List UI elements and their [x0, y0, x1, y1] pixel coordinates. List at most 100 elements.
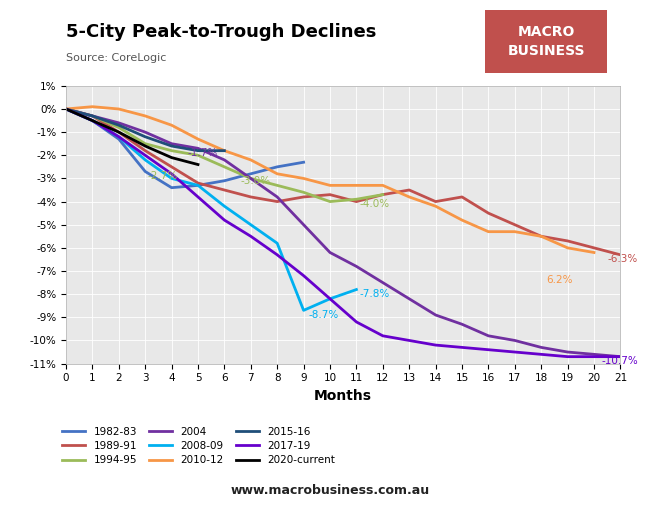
2004 [168, 141, 176, 147]
Text: Source: CoreLogic: Source: CoreLogic [66, 53, 166, 63]
2017-19 [432, 342, 440, 348]
2004 [616, 354, 624, 360]
1989-91 [484, 210, 492, 216]
2010-12 [300, 175, 308, 181]
1994-95 [300, 189, 308, 195]
2008-09 [273, 240, 281, 246]
2017-19 [405, 337, 413, 343]
Line: 2017-19: 2017-19 [66, 109, 620, 357]
Text: 6.2%: 6.2% [546, 275, 573, 285]
Text: -4.0%: -4.0% [359, 199, 389, 209]
2008-09 [141, 157, 149, 163]
1989-91 [273, 198, 281, 205]
2015-16 [168, 143, 176, 149]
1982-83 [300, 159, 308, 165]
1994-95 [220, 164, 228, 170]
2010-12 [590, 249, 598, 256]
2010-12 [194, 136, 202, 142]
2017-19 [62, 106, 70, 112]
1994-95 [194, 152, 202, 158]
2017-19 [220, 217, 228, 223]
1994-95 [115, 124, 123, 130]
Line: 2004: 2004 [66, 109, 620, 357]
2017-19 [458, 344, 466, 350]
2017-19 [141, 152, 149, 158]
1989-91 [432, 198, 440, 205]
1982-83 [88, 118, 96, 124]
2017-19 [352, 319, 360, 325]
2010-12 [537, 233, 545, 239]
2008-09 [62, 106, 70, 112]
Line: 1994-95: 1994-95 [66, 109, 383, 201]
1994-95 [379, 191, 387, 197]
2010-12 [405, 194, 413, 200]
2008-09 [194, 182, 202, 188]
1989-91 [537, 233, 545, 239]
2004 [115, 120, 123, 126]
Text: -3.0%: -3.0% [240, 176, 271, 186]
1989-91 [352, 198, 360, 205]
1982-83 [62, 106, 70, 112]
1989-91 [194, 180, 202, 186]
1994-95 [247, 175, 255, 181]
1982-83 [273, 164, 281, 170]
2004 [352, 263, 360, 269]
2015-16 [141, 134, 149, 140]
Line: 1982-83: 1982-83 [66, 109, 304, 188]
2008-09 [247, 222, 255, 228]
2010-12 [511, 229, 519, 235]
X-axis label: Months: Months [314, 389, 372, 403]
2004 [300, 222, 308, 228]
2008-09 [300, 308, 308, 314]
2020-current [141, 143, 149, 149]
2015-16 [194, 147, 202, 154]
2017-19 [379, 333, 387, 339]
2010-12 [379, 182, 387, 188]
Text: -7.8%: -7.8% [359, 289, 389, 299]
1989-91 [564, 238, 572, 244]
2004 [220, 157, 228, 163]
2004 [432, 312, 440, 318]
1982-83 [141, 169, 149, 175]
2004 [194, 145, 202, 152]
2017-19 [300, 273, 308, 279]
1994-95 [62, 106, 70, 112]
Line: 1989-91: 1989-91 [66, 109, 620, 255]
2017-19 [616, 354, 624, 360]
2010-12 [326, 182, 334, 188]
Text: -10.7%: -10.7% [602, 357, 639, 366]
Line: 2015-16: 2015-16 [66, 109, 224, 150]
Text: www.macrobusiness.com.au: www.macrobusiness.com.au [230, 484, 430, 497]
2015-16 [62, 106, 70, 112]
Legend: 1982-83, 1989-91, 1994-95, 2004, 2008-09, 2010-12, 2015-16, 2017-19, 2020-curren: 1982-83, 1989-91, 1994-95, 2004, 2008-09… [58, 423, 340, 470]
2015-16 [115, 122, 123, 128]
2017-19 [115, 134, 123, 140]
2008-09 [88, 118, 96, 124]
1989-91 [405, 187, 413, 193]
2010-12 [115, 106, 123, 112]
2004 [379, 280, 387, 286]
1989-91 [511, 222, 519, 228]
2004 [273, 194, 281, 200]
2020-current [62, 106, 70, 112]
Text: -1.7%: -1.7% [187, 148, 218, 158]
2004 [247, 175, 255, 181]
2020-current [115, 129, 123, 135]
1994-95 [273, 182, 281, 188]
2017-19 [564, 354, 572, 360]
2004 [484, 333, 492, 339]
1982-83 [247, 171, 255, 177]
2010-12 [247, 157, 255, 163]
Line: 2008-09: 2008-09 [66, 109, 356, 311]
2004 [564, 349, 572, 355]
Text: MACRO
BUSINESS: MACRO BUSINESS [508, 25, 585, 58]
2004 [326, 249, 334, 256]
1989-91 [62, 106, 70, 112]
2017-19 [273, 252, 281, 258]
2010-12 [458, 217, 466, 223]
2015-16 [220, 147, 228, 154]
Text: 5-City Peak-to-Trough Declines: 5-City Peak-to-Trough Declines [66, 23, 376, 41]
2004 [537, 344, 545, 350]
1989-91 [220, 187, 228, 193]
2010-12 [141, 113, 149, 119]
